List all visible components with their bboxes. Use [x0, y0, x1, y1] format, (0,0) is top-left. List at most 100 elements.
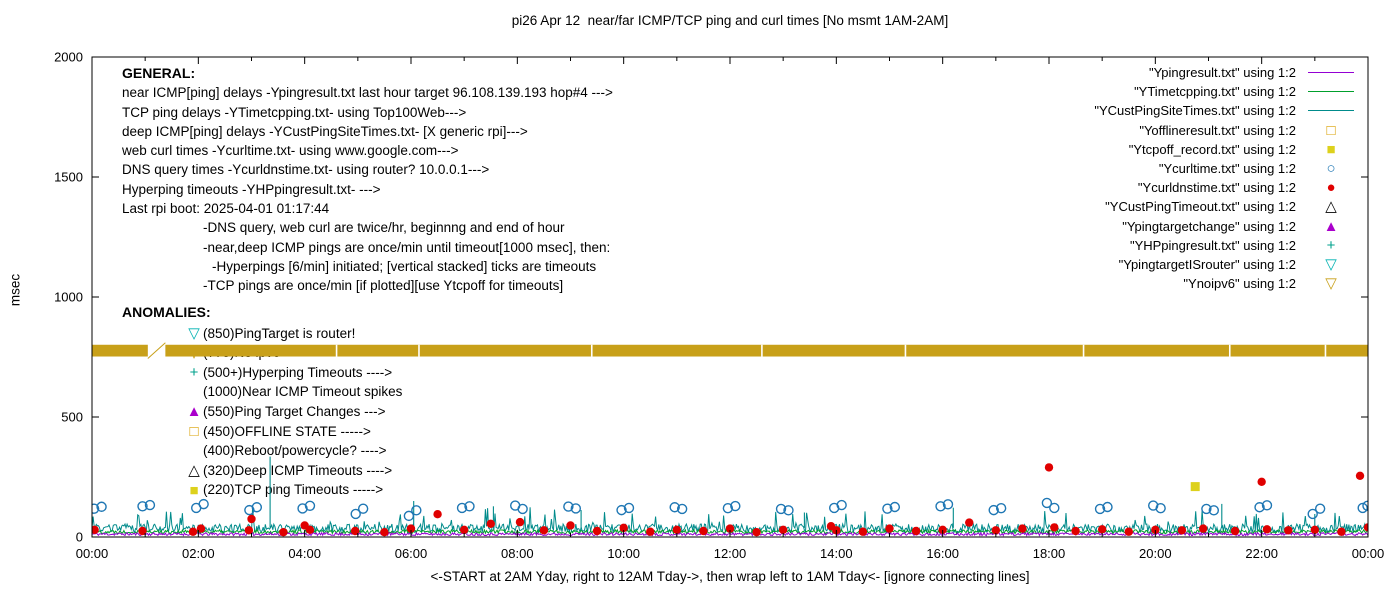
x-tick-label: 14:00 [820, 546, 853, 561]
general-line: Last rpi boot: 2025-04-01 01:17:44 [122, 201, 330, 217]
anomaly-marker-icon: + [189, 364, 199, 382]
legend-item: "Ynoipv6" using 1:2 ▽ [1094, 274, 1356, 293]
anomalies-notes: ANOMALIES: ▽ (850)PingTarget is router! ▽(… [122, 303, 402, 500]
anomaly-items: ▽ (850)PingTarget is router! ▽ (775)No ipv6… [122, 324, 403, 500]
legend-item: "Ypingtargetchange" using 1:2 ▲ [1094, 217, 1356, 236]
anomaly-item: (1000)Near ICMP Timeout spikes [186, 382, 402, 402]
x-tick-label: 04:00 [288, 546, 321, 561]
anomaly-marker-icon: ▽ [188, 344, 200, 362]
x-tick-label: 00:00 [1352, 546, 1385, 561]
x-tick-label: 18:00 [1033, 546, 1066, 561]
anomaly-item: ▽ (775)No ipv6 -----> [186, 343, 402, 363]
legend-marker-icon: ● [1326, 179, 1336, 197]
legend-label: "YCustPingTimeout.txt" using 1:2 [1105, 199, 1296, 215]
anomaly-label: (775)No ipv6 -----> [203, 345, 315, 361]
legend-label: "YCustPingSiteTimes.txt" using 1:2 [1094, 103, 1296, 119]
x-tick-label: 02:00 [182, 546, 215, 561]
chart-title: pi26 Apr 12 near/far ICMP/TCP ping and c… [511, 13, 949, 28]
general-line: -near,deep ICMP pings are once/min until… [203, 239, 611, 255]
anomaly-label: (500+)Hyperping Timeouts ----> [203, 364, 393, 380]
legend-marker-icon: ○ [1326, 160, 1336, 178]
anomaly-marker-icon: ■ [189, 481, 199, 499]
anomaly-item: ▽ (850)PingTarget is router! [186, 324, 402, 344]
general-line: web curl times -Ycurltime.txt- using www… [122, 143, 459, 159]
anomaly-label: (320)Deep ICMP Timeouts ----> [203, 462, 393, 478]
anomaly-item: ■ (220)TCP ping Timeouts -----> [186, 480, 402, 500]
legend-marker-icon: + [1326, 236, 1336, 254]
legend-label: "Ytcpoff_record.txt" using 1:2 [1128, 141, 1296, 157]
general-lines: near ICMP[ping] delays -Ypingresult.txt … [122, 83, 613, 295]
legend-marker-icon: ▽ [1325, 255, 1337, 273]
x-axis-label: <-START at 2AM Yday, right to 12AM Tday-… [430, 569, 1030, 584]
y-tick-label: 1500 [54, 170, 83, 185]
general-heading: GENERAL: [122, 65, 196, 81]
anomaly-item: (400)Reboot/powercycle? ----> [186, 441, 402, 461]
x-tick-label: 06:00 [395, 546, 428, 561]
y-tick-label: 0 [76, 530, 83, 545]
general-line: TCP ping delays -YTimetcpping.txt- using… [122, 104, 467, 120]
legend-line-sample [1306, 91, 1356, 93]
legend-label: "Ynoipv6" using 1:2 [1183, 276, 1296, 292]
legend-marker-icon: ▲ [1323, 217, 1339, 235]
anomaly-marker-icon: △ [188, 462, 200, 480]
anomaly-label: (550)Ping Target Changes ---> [203, 403, 386, 419]
general-line: -TCP pings are once/min [if plotted][use… [203, 278, 564, 294]
anomaly-item: + (500+)Hyperping Timeouts ----> [186, 363, 402, 383]
anomaly-label: (400)Reboot/powercycle? ----> [203, 443, 387, 459]
legend-item: "YCustPingSiteTimes.txt" using 1:2 [1094, 101, 1356, 120]
anomaly-label: (220)TCP ping Timeouts -----> [203, 482, 384, 498]
x-tick-label: 12:00 [714, 546, 747, 561]
legend-item: "YHPpingresult.txt" using 1:2 + [1094, 236, 1356, 255]
x-tick-label: 10:00 [607, 546, 640, 561]
x-tick-label: 16:00 [926, 546, 959, 561]
anomaly-marker-icon: ▲ [186, 403, 202, 421]
x-tick-label: 22:00 [1245, 546, 1278, 561]
legend-line-sample [1306, 72, 1356, 74]
legend-marker-icon: △ [1325, 198, 1337, 216]
legend: "Ypingresult.txt" using 1:2 "YTimetcpping… [1094, 63, 1356, 293]
legend-item: "YCustPingTimeout.txt" using 1:2 △ [1094, 197, 1356, 216]
x-tick-label: 00:00 [76, 546, 109, 561]
series-line-YCustPingSiteTimes.txt [92, 506, 1368, 535]
general-line: -Hyperpings [6/min] initiated; [vertical… [212, 258, 597, 274]
general-line: near ICMP[ping] delays -Ypingresult.txt … [122, 85, 613, 101]
legend-label: "Ypingtargetchange" using 1:2 [1122, 218, 1296, 234]
y-tick-label: 500 [61, 410, 83, 425]
general-line: DNS query times -Ycurldnstime.txt- using… [122, 162, 490, 178]
anomalies-heading: ANOMALIES: [122, 304, 211, 320]
legend-item: "Ytcpoff_record.txt" using 1:2 ■ [1094, 140, 1356, 159]
y-axis-label: msec [7, 273, 23, 307]
legend-item: "YpingtargetISrouter" using 1:2 ▽ [1094, 255, 1356, 274]
legend-label: "YHPpingresult.txt" using 1:2 [1129, 237, 1296, 253]
legend-item: "Ycurltime.txt" using 1:2 ○ [1094, 159, 1356, 178]
general-line: -DNS query, web curl are twice/hr, begin… [203, 220, 565, 236]
x-tick-label: 08:00 [501, 546, 534, 561]
legend-item: "Ycurldnstime.txt" using 1:2 ● [1094, 178, 1356, 197]
anomaly-label: (1000)Near ICMP Timeout spikes [203, 384, 403, 400]
legend-marker-icon: ■ [1326, 140, 1336, 158]
legend-label: "Ycurldnstime.txt" using 1:2 [1137, 180, 1296, 196]
legend-label: "Ypingresult.txt" using 1:2 [1148, 65, 1296, 81]
general-line: deep ICMP[ping] delays -YCustPingSiteTim… [122, 123, 528, 139]
legend-label: "YpingtargetISrouter" using 1:2 [1118, 256, 1296, 272]
legend-marker-icon: ▽ [1325, 275, 1337, 293]
anomaly-label: (850)PingTarget is router! [203, 325, 356, 341]
general-line: Hyperping timeouts -YHPpingresult.txt- -… [122, 181, 381, 197]
general-notes: GENERAL: near ICMP[ping] delays -Ypingre… [122, 64, 613, 296]
legend-label: "Yofflineresult.txt" using 1:2 [1139, 122, 1296, 138]
anomaly-item: ▲ (550)Ping Target Changes ---> [186, 402, 402, 422]
legend-line-sample [1306, 110, 1356, 112]
anomaly-marker-icon: ▽ [188, 324, 200, 342]
x-tick-label: 20:00 [1139, 546, 1172, 561]
anomaly-item: △ (320)Deep ICMP Timeouts ----> [186, 461, 402, 481]
legend-label: "YTimetcpping.txt" using 1:2 [1134, 84, 1296, 100]
legend-item: "Yofflineresult.txt" using 1:2 □ [1094, 121, 1356, 140]
legend-item: "Ypingresult.txt" using 1:2 [1094, 63, 1356, 82]
series-line-Ypingresult.txt [92, 531, 1368, 537]
anomaly-marker-icon: □ [189, 422, 199, 440]
series-line-YTimetcpping.txt [92, 528, 1368, 536]
anomaly-item: □ (450)OFFLINE STATE -----> [186, 422, 402, 442]
legend-item: "YTimetcpping.txt" using 1:2 [1094, 82, 1356, 101]
y-tick-label: 1000 [54, 290, 83, 305]
